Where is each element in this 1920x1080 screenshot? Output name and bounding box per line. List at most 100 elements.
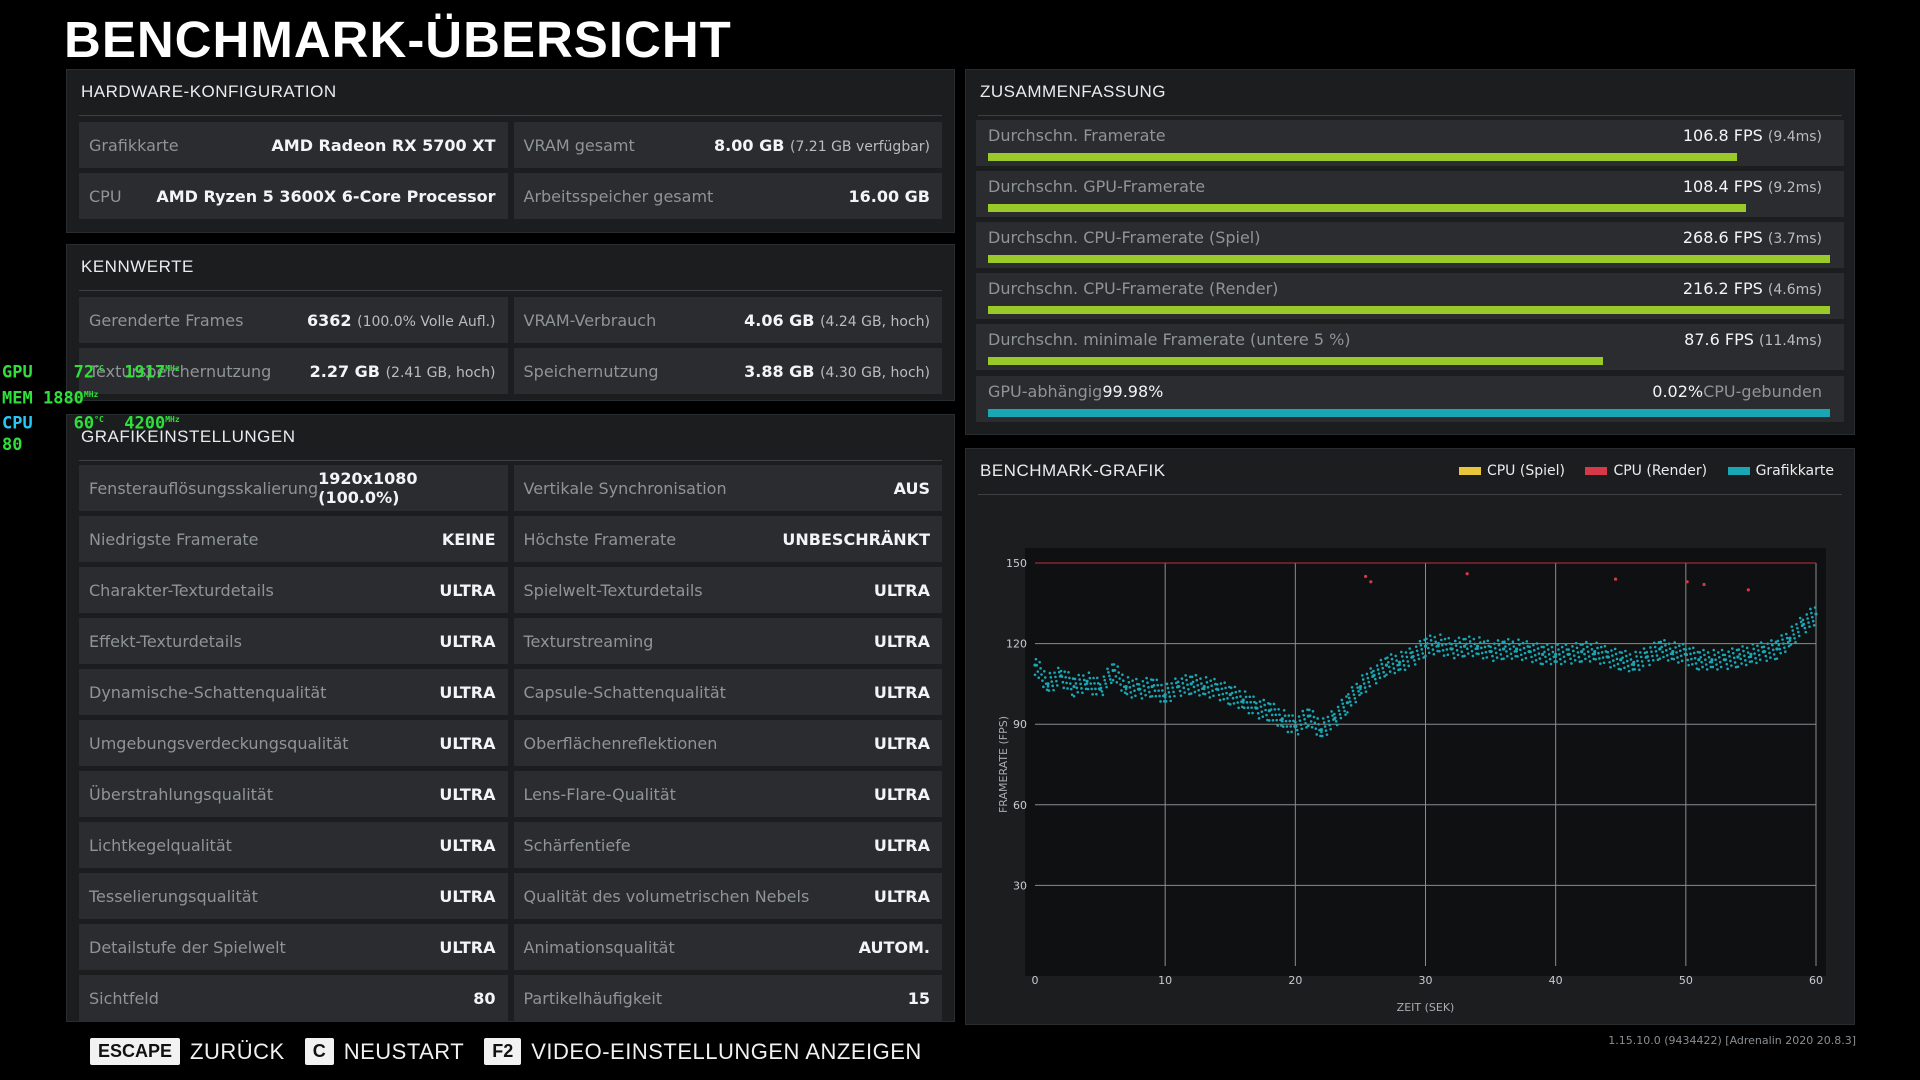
data-point xyxy=(1230,691,1234,695)
summary-ms: (9.2ms) xyxy=(1767,180,1822,196)
data-point xyxy=(1807,621,1810,624)
summary-fps: 108.4 FPS xyxy=(1682,177,1763,196)
restart-keycap[interactable]: C xyxy=(304,1038,334,1065)
data-point xyxy=(1254,701,1258,705)
summary-fps: 216.2 FPS xyxy=(1682,279,1763,298)
data-point xyxy=(1797,630,1800,634)
data-point xyxy=(1064,675,1067,679)
setting-value: AUS xyxy=(894,479,930,498)
setting-label: Höchste Framerate xyxy=(523,529,677,549)
data-point xyxy=(1148,690,1151,694)
summary-row: Durchschn. GPU-Framerate 108.4 FPS (9.2ms… xyxy=(976,171,1844,217)
data-point xyxy=(1658,657,1662,660)
data-point xyxy=(1595,641,1598,645)
data-point xyxy=(1485,656,1489,659)
data-point xyxy=(1671,650,1675,654)
data-point xyxy=(1245,701,1249,704)
data-point xyxy=(1057,670,1061,674)
data-point xyxy=(1375,664,1379,667)
data-point xyxy=(1196,683,1200,687)
overlay-cpu-clock-unit: MHz xyxy=(165,415,180,425)
data-point xyxy=(1782,642,1785,645)
data-point xyxy=(1100,690,1104,693)
chart-legend: CPU (Spiel) CPU (Render) Grafikkarte xyxy=(1443,463,1834,479)
setting-row: Sichtfeld 80 xyxy=(79,975,508,1021)
data-point xyxy=(1386,656,1389,659)
data-point xyxy=(1475,644,1480,648)
data-point xyxy=(1726,667,1729,671)
data-point xyxy=(1703,653,1706,657)
data-point xyxy=(1315,733,1319,736)
data-point xyxy=(1056,684,1059,687)
data-point xyxy=(1737,648,1741,651)
data-point xyxy=(1168,695,1172,698)
setting-row: Qualität des volumetrischen Nebels ULTRA xyxy=(513,873,942,919)
data-point xyxy=(1054,675,1057,679)
data-point xyxy=(1345,701,1349,705)
data-point xyxy=(1806,617,1809,620)
data-point xyxy=(1680,659,1684,663)
data-point xyxy=(1135,677,1138,681)
data-point xyxy=(1469,644,1473,648)
data-point xyxy=(1467,635,1471,638)
data-point xyxy=(1301,709,1305,713)
video-settings-button[interactable]: VIDEO-EINSTELLUNGEN ANZEIGEN xyxy=(531,1038,922,1064)
data-point xyxy=(1523,651,1527,655)
setting-value-main: ULTRA xyxy=(873,835,930,855)
setting-value: UNBESCHRÄNKT xyxy=(782,530,930,549)
data-point xyxy=(1202,687,1206,691)
data-point xyxy=(1598,662,1602,665)
data-point xyxy=(1622,661,1625,665)
kennwert-value: 2.27 GB (2.41 GB, hoch) xyxy=(310,362,496,381)
data-point xyxy=(1585,645,1589,649)
data-point xyxy=(1648,663,1651,667)
data-point xyxy=(1744,659,1747,662)
data-point xyxy=(1681,642,1685,646)
data-point xyxy=(1133,689,1136,693)
data-point xyxy=(1400,655,1404,658)
back-button[interactable]: ZURÜCK xyxy=(190,1038,285,1064)
kennwert-value: 4.06 GB (4.24 GB, hoch) xyxy=(744,311,930,330)
setting-label: Lichtkegelqualität xyxy=(89,835,232,855)
data-point xyxy=(1742,649,1745,653)
data-point xyxy=(1086,687,1090,691)
data-point xyxy=(1333,712,1336,716)
data-point xyxy=(1457,636,1461,640)
data-point xyxy=(1598,657,1601,660)
data-point xyxy=(1548,657,1552,661)
data-point xyxy=(1732,656,1736,660)
data-point xyxy=(1279,718,1282,722)
data-point xyxy=(1532,643,1535,647)
hardware-value: AMD Radeon RX 5700 XT xyxy=(271,136,495,155)
data-point xyxy=(1574,641,1578,645)
escape-keycap[interactable]: ESCAPE xyxy=(90,1038,181,1065)
summary-fps: 268.6 FPS xyxy=(1682,228,1763,247)
hardware-heading: HARDWARE-KONFIGURATION xyxy=(81,82,337,101)
overlay-cpu-temp: 60 xyxy=(73,413,95,434)
data-point xyxy=(1432,652,1436,656)
data-point xyxy=(1585,640,1588,644)
summary-bar xyxy=(988,204,1746,212)
data-point xyxy=(1353,697,1357,700)
data-point xyxy=(1685,653,1689,657)
data-point xyxy=(1356,686,1359,689)
data-point xyxy=(1355,682,1358,686)
data-point xyxy=(1641,664,1645,668)
setting-label: Spielwelt-Texturdetails xyxy=(523,580,703,600)
setting-row: Capsule-Schattenqualität ULTRA xyxy=(513,669,942,715)
data-point xyxy=(1521,641,1525,645)
data-point xyxy=(1225,691,1228,695)
data-point xyxy=(1655,654,1659,657)
gpu-bound-bar xyxy=(988,409,1830,417)
data-point xyxy=(1269,708,1273,711)
video-settings-keycap[interactable]: F2 xyxy=(484,1038,522,1065)
data-point xyxy=(1241,698,1245,702)
restart-button[interactable]: NEUSTART xyxy=(343,1038,465,1064)
data-point xyxy=(1558,653,1561,656)
data-point xyxy=(1388,670,1392,673)
data-point xyxy=(1731,651,1735,655)
data-point xyxy=(1752,647,1756,651)
data-point xyxy=(1746,651,1750,654)
data-point xyxy=(1170,682,1173,685)
data-point xyxy=(1777,643,1781,647)
